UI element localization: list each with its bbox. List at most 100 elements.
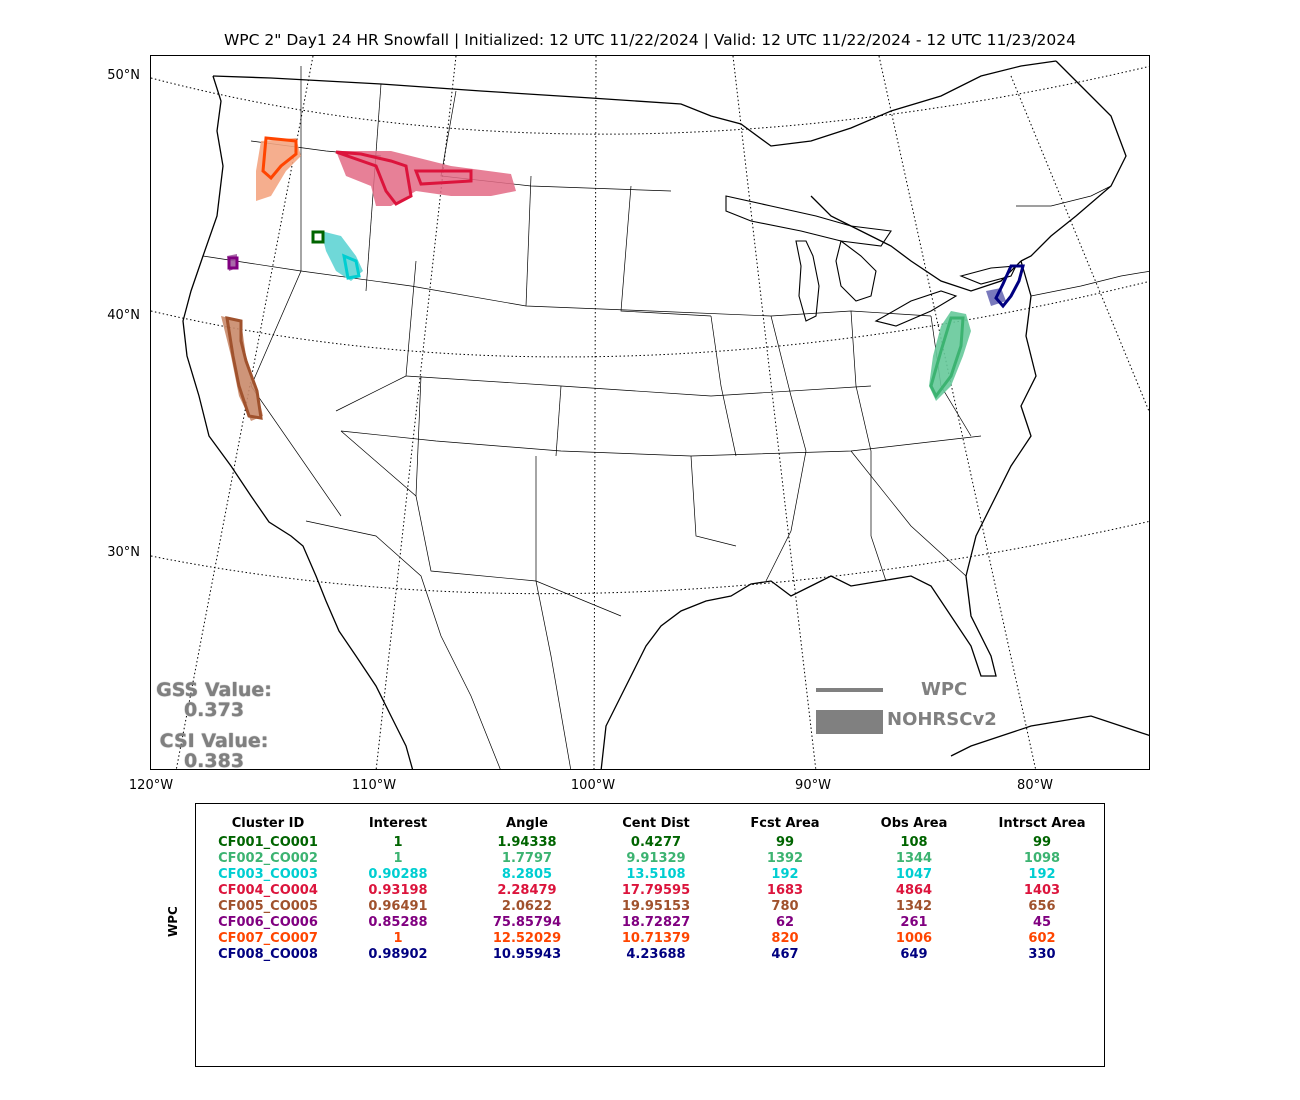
lon-label-110w: 110°W [351,778,397,793]
lat-label-50n: 50°N [107,68,140,83]
table-cell-r2-c6: 192 [1028,867,1056,882]
fcst-outline-cf008 [994,264,1025,309]
table-cell-r2-c2: 8.2805 [501,867,553,882]
fcst-outline-cf002 [929,316,965,399]
table-cell-r2-c0: CF003_CO003 [218,867,318,882]
table-header-0: Cluster ID [231,816,305,831]
fcst-outlines [225,136,1025,420]
table-cell-r1-c4: 1392 [766,851,804,866]
table-cell-r3-c3: 17.79595 [621,883,691,898]
table-cell-r6-c1: 1 [393,931,403,946]
table-cell-r4-c1: 0.96491 [368,899,428,914]
csi-label: CSI Value: [159,730,269,752]
lon-label-100w: 100°W [570,778,616,793]
table-cell-r1-c1: 1 [393,851,403,866]
table-cell-r6-c6: 602 [1028,931,1056,946]
table-cell-r1-c2: 1.7797 [501,851,553,866]
table-header-6: Intrsct Area [998,816,1086,831]
map-panel [150,55,1150,770]
table-header-4: Fcst Area [750,816,820,831]
table-header-5: Obs Area [880,816,948,831]
table-cell-r1-c0: CF002_CO002 [218,851,318,866]
us-map [151,56,1149,769]
legend-label-wpc: WPC [921,679,968,700]
table-cell-r7-c4: 467 [771,947,799,962]
table-cell-r5-c0: CF006_CO006 [218,915,318,930]
fcst-outline-cf005 [225,316,263,420]
table-cell-r7-c2: 10.95943 [492,947,562,962]
lon-label-80w: 80°W [1017,778,1053,793]
table-cell-r3-c0: CF004_CO004 [218,883,318,898]
table-cell-r5-c6: 45 [1032,915,1052,930]
table-cell-r7-c1: 0.98902 [368,947,428,962]
table-cell-r5-c2: 75.85794 [492,915,562,930]
fcst-outline-cf006 [227,256,239,270]
fcst-outline-cf007 [261,136,298,181]
lon-label-90w: 90°W [795,778,831,793]
obs-area-cf004 [336,151,516,206]
table-cell-r3-c1: 0.93198 [368,883,428,898]
table-header-2: Angle [506,816,548,831]
legend-glyphs [816,688,883,734]
table-cell-r7-c0: CF008_CO008 [218,947,318,962]
meridian-70w [1010,75,1149,413]
lake-huron [835,240,877,302]
fcst-outline-cf004b [413,169,473,186]
lon-label-120w: 120°W [128,778,174,793]
table-cell-r0-c5: 108 [900,835,928,850]
meridian-90w [732,56,817,769]
coastline [182,60,1149,769]
csi-value: 0.383 [183,750,245,772]
parallel-30n [151,520,1149,595]
chart-title: WPC 2" Day1 24 HR Snowfall | Initialized… [223,31,1076,49]
table-cell-r0-c3: 0.4277 [630,835,682,850]
table-cell-r2-c3: 13.5108 [626,867,686,882]
table-cell-r4-c6: 656 [1028,899,1056,914]
table-cell-r0-c1: 1 [393,835,403,850]
lat-label-40n: 40°N [107,308,140,323]
table-cell-r1-c3: 9.91329 [626,851,686,866]
table-cell-r0-c6: 99 [1032,835,1052,850]
table-cell-r7-c6: 330 [1028,947,1056,962]
table-cell-r1-c6: 1098 [1023,851,1061,866]
table-cell-r5-c4: 62 [775,915,795,930]
graticule [151,56,1149,769]
table-cell-r4-c2: 2.0622 [501,899,553,914]
stats-table: Cluster ID Interest Angle Cent Dist Fcst Are… [195,803,1105,1067]
table-cell-r5-c3: 18.72827 [621,915,691,930]
state-boundaries [202,66,1149,769]
table-cell-r6-c0: CF007_CO007 [218,931,318,946]
table-cell-r6-c5: 1006 [895,931,933,946]
table-cell-r0-c0: CF001_CO001 [218,835,318,850]
meridian-120w [175,56,314,769]
table-cell-r3-c4: 1683 [766,883,804,898]
meridian-100w [593,56,597,769]
obs-area-cf003 [321,231,363,281]
table-cell-r6-c2: 12.52029 [492,931,562,946]
obs-areas [221,138,1006,421]
table-header-1: Interest [368,816,428,831]
legend-fill-nohrsc [816,710,883,734]
gss-label: GSS Value: [156,679,272,701]
lake-ontario [959,265,1017,285]
lake-michigan [795,240,820,322]
lat-label-30n: 30°N [107,545,140,560]
lake-erie [874,290,958,327]
table-cell-r3-c5: 4864 [895,883,933,898]
table-cell-r2-c5: 1047 [895,867,933,882]
table-cell-r7-c5: 649 [900,947,928,962]
fcst-outline-cf001 [311,230,325,244]
table-cell-r3-c6: 1403 [1023,883,1061,898]
gss-value: 0.373 [183,699,245,721]
table-cell-r4-c3: 19.95153 [621,899,691,914]
legend-label-nohrsc: NOHRSCv2 [887,709,997,730]
table-cell-r2-c1: 0.90288 [368,867,428,882]
table-cell-r3-c2: 2.28479 [497,883,557,898]
table-cell-r4-c0: CF005_CO005 [218,899,318,914]
table-cell-r1-c5: 1344 [895,851,933,866]
fcst-outline-cf004 [335,150,413,206]
table-cell-r0-c2: 1.94338 [497,835,557,850]
table-cell-r5-c1: 0.85288 [368,915,428,930]
table-side-label: WPC [166,906,180,937]
table-cell-r4-c5: 1342 [895,899,933,914]
